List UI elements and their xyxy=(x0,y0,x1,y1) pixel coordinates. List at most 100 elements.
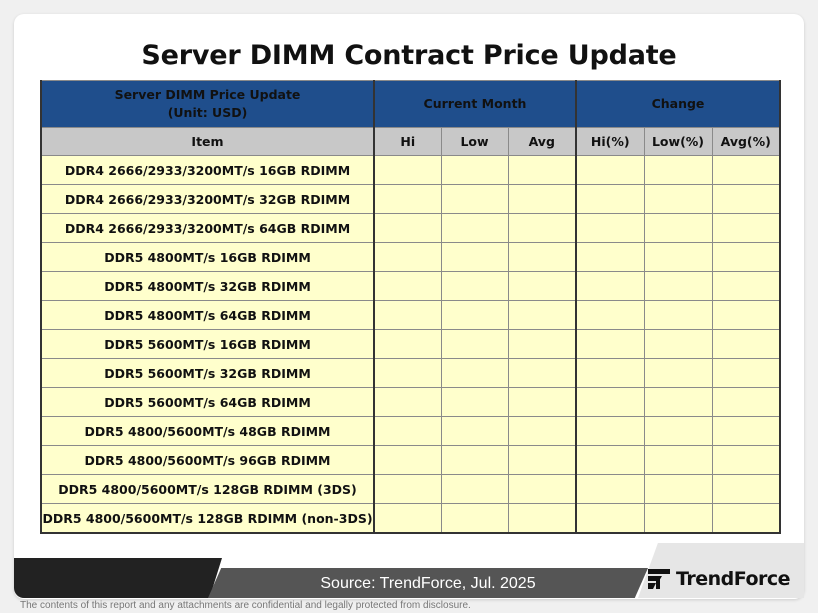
col-low-pct: Low(%) xyxy=(643,127,713,156)
row-item: DDR5 4800/5600MT/s 48GB RDIMM xyxy=(40,416,375,446)
cell-low-pct xyxy=(643,184,713,214)
table-row: DDR5 5600MT/s 16GB RDIMM xyxy=(40,329,781,359)
cell-avg xyxy=(507,242,577,272)
cell-low-pct xyxy=(643,445,713,475)
cell-avg-pct xyxy=(711,329,781,359)
row-item: DDR5 5600MT/s 32GB RDIMM xyxy=(40,358,375,388)
cell-hi xyxy=(373,300,442,330)
row-item: DDR5 5600MT/s 16GB RDIMM xyxy=(40,329,375,359)
row-item: DDR5 5600MT/s 64GB RDIMM xyxy=(40,387,375,417)
cell-low xyxy=(440,358,509,388)
col-avg-pct: Avg(%) xyxy=(711,127,781,156)
cell-low-pct xyxy=(643,271,713,301)
header-current-month: Current Month xyxy=(373,80,577,128)
cell-avg xyxy=(507,184,577,214)
row-item: DDR4 2666/2933/3200MT/s 32GB RDIMM xyxy=(40,184,375,214)
cell-avg-pct xyxy=(711,416,781,446)
cell-hi xyxy=(373,155,442,185)
cell-low xyxy=(440,329,509,359)
cell-avg-pct xyxy=(711,155,781,185)
cell-low xyxy=(440,416,509,446)
col-item: Item xyxy=(40,127,375,156)
table-row: DDR5 4800/5600MT/s 96GB RDIMM xyxy=(40,445,781,475)
cell-avg-pct xyxy=(711,387,781,417)
row-item: DDR4 2666/2933/3200MT/s 64GB RDIMM xyxy=(40,213,375,243)
cell-hi-pct xyxy=(575,300,645,330)
col-hi-pct: Hi(%) xyxy=(575,127,645,156)
cell-hi-pct xyxy=(575,271,645,301)
logo-text: TrendForce xyxy=(676,568,791,590)
footer-dark-band xyxy=(14,558,222,598)
table-row: DDR4 2666/2933/3200MT/s 64GB RDIMM xyxy=(40,213,781,243)
cell-avg-pct xyxy=(711,474,781,504)
cell-low-pct xyxy=(643,387,713,417)
cell-hi xyxy=(373,184,442,214)
cell-avg-pct xyxy=(711,184,781,214)
cell-low xyxy=(440,474,509,504)
cell-low-pct xyxy=(643,300,713,330)
table-row: DDR5 4800/5600MT/s 128GB RDIMM (3DS) xyxy=(40,474,781,504)
cell-hi-pct xyxy=(575,358,645,388)
row-item: DDR5 4800MT/s 16GB RDIMM xyxy=(40,242,375,272)
cell-low-pct xyxy=(643,242,713,272)
cell-avg xyxy=(507,213,577,243)
row-item: DDR4 2666/2933/3200MT/s 16GB RDIMM xyxy=(40,155,375,185)
cell-avg xyxy=(507,445,577,475)
table-row: DDR4 2666/2933/3200MT/s 16GB RDIMM xyxy=(40,155,781,185)
cell-hi-pct xyxy=(575,416,645,446)
price-table: Server DIMM Price Update (Unit: USD) Cur… xyxy=(40,80,781,534)
cell-hi xyxy=(373,329,442,359)
cell-hi-pct xyxy=(575,474,645,504)
source-note: Source: TrendForce, Jul. 2025 xyxy=(320,575,536,592)
cell-avg-pct xyxy=(711,300,781,330)
cell-hi xyxy=(373,271,442,301)
cell-low-pct xyxy=(643,358,713,388)
col-low: Low xyxy=(440,127,509,156)
cell-low xyxy=(440,271,509,301)
footer-source-band xyxy=(208,568,648,598)
cell-hi xyxy=(373,387,442,417)
row-item: DDR5 4800/5600MT/s 96GB RDIMM xyxy=(40,445,375,475)
cell-avg xyxy=(507,155,577,185)
table-row: DDR5 4800MT/s 16GB RDIMM xyxy=(40,242,781,272)
row-item: DDR5 4800/5600MT/s 128GB RDIMM (3DS) xyxy=(40,474,375,504)
header-row-columns: Item Hi Low Avg Hi(%) Low(%) Avg(%) xyxy=(40,127,781,156)
table-row: DDR5 4800/5600MT/s 48GB RDIMM xyxy=(40,416,781,446)
row-item: DDR5 4800/5600MT/s 128GB RDIMM (non-3DS) xyxy=(40,503,375,534)
table-row: DDR5 4800/5600MT/s 128GB RDIMM (non-3DS) xyxy=(40,503,781,534)
disclaimer: The contents of this report and any atta… xyxy=(20,600,471,611)
cell-low xyxy=(440,213,509,243)
cell-low xyxy=(440,387,509,417)
cell-hi-pct xyxy=(575,445,645,475)
cell-avg xyxy=(507,387,577,417)
cell-hi-pct xyxy=(575,329,645,359)
header-price-update: Server DIMM Price Update (Unit: USD) xyxy=(40,80,375,128)
cell-hi-pct xyxy=(575,184,645,214)
cell-low xyxy=(440,155,509,185)
cell-avg xyxy=(507,416,577,446)
cell-hi xyxy=(373,445,442,475)
header-row-groups: Server DIMM Price Update (Unit: USD) Cur… xyxy=(40,80,781,128)
cell-avg-pct xyxy=(711,271,781,301)
cell-avg-pct xyxy=(711,358,781,388)
trendforce-logo: TrendForce xyxy=(648,566,791,592)
cell-low xyxy=(440,184,509,214)
cell-low-pct xyxy=(643,503,713,534)
cell-hi-pct xyxy=(575,387,645,417)
table-row: DDR5 5600MT/s 32GB RDIMM xyxy=(40,358,781,388)
cell-hi-pct xyxy=(575,155,645,185)
cell-hi xyxy=(373,358,442,388)
table-row: DDR5 5600MT/s 64GB RDIMM xyxy=(40,387,781,417)
cell-avg xyxy=(507,300,577,330)
cell-low-pct xyxy=(643,416,713,446)
cell-low-pct xyxy=(643,329,713,359)
cell-hi xyxy=(373,503,442,534)
cell-avg xyxy=(507,358,577,388)
row-item: DDR5 4800MT/s 64GB RDIMM xyxy=(40,300,375,330)
cell-low xyxy=(440,445,509,475)
cell-hi xyxy=(373,242,442,272)
cell-low xyxy=(440,300,509,330)
cell-hi-pct xyxy=(575,213,645,243)
table-row: DDR5 4800MT/s 32GB RDIMM xyxy=(40,271,781,301)
col-hi: Hi xyxy=(373,127,442,156)
